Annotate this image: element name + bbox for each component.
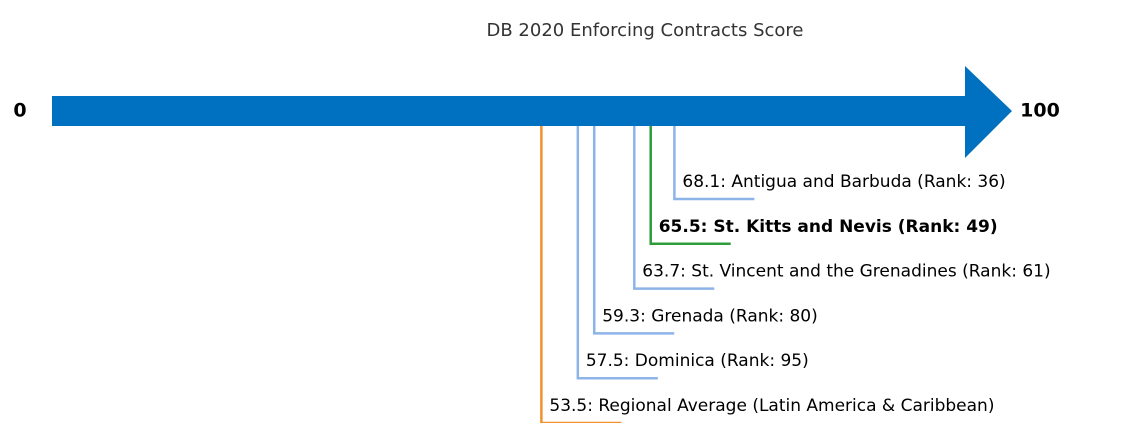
connector [592, 126, 675, 335]
point-label: 65.5: St. Kitts and Nevis (Rank: 49) [659, 217, 998, 237]
connector [633, 126, 715, 290]
point-label: 57.5: Dominica (Rank: 95) [586, 351, 809, 371]
point-label: 68.1: Antigua and Barbuda (Rank: 36) [682, 172, 1005, 192]
axis-arrow [52, 66, 1012, 158]
point-label: 63.7: St. Vincent and the Grenadines (Ra… [642, 262, 1050, 282]
connector [540, 126, 622, 423]
connector [576, 126, 658, 380]
connector [673, 126, 755, 201]
chart-title: DB 2020 Enforcing Contracts Score [487, 20, 804, 41]
x-tick-label: 100 [1020, 100, 1060, 122]
point-label: 53.5: Regional Average (Latin America & … [549, 396, 994, 416]
connector [649, 126, 731, 246]
point-label: 59.3: Grenada (Rank: 80) [602, 306, 818, 326]
x-tick-label: 0 [13, 100, 26, 122]
